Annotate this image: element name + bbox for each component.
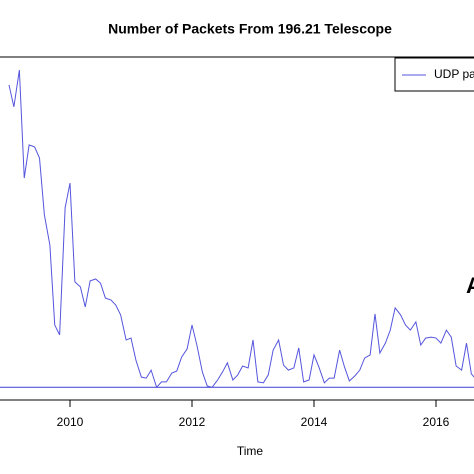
x-axis-label: Time [237,444,264,458]
plot-area [0,69,474,389]
legend: UDP pa [394,57,474,92]
data-line [8,69,474,389]
x-tick-label: 2010 [57,415,84,429]
plot-frame [0,56,474,401]
x-tick-label: 2012 [179,415,206,429]
annotation: A [466,273,474,298]
x-tick-label: 2014 [301,415,328,429]
legend-label: UDP pa [434,67,474,81]
chart-title: Number of Packets From 196.21 Telescope [108,21,392,37]
x-tick-label: 2016 [423,415,450,429]
